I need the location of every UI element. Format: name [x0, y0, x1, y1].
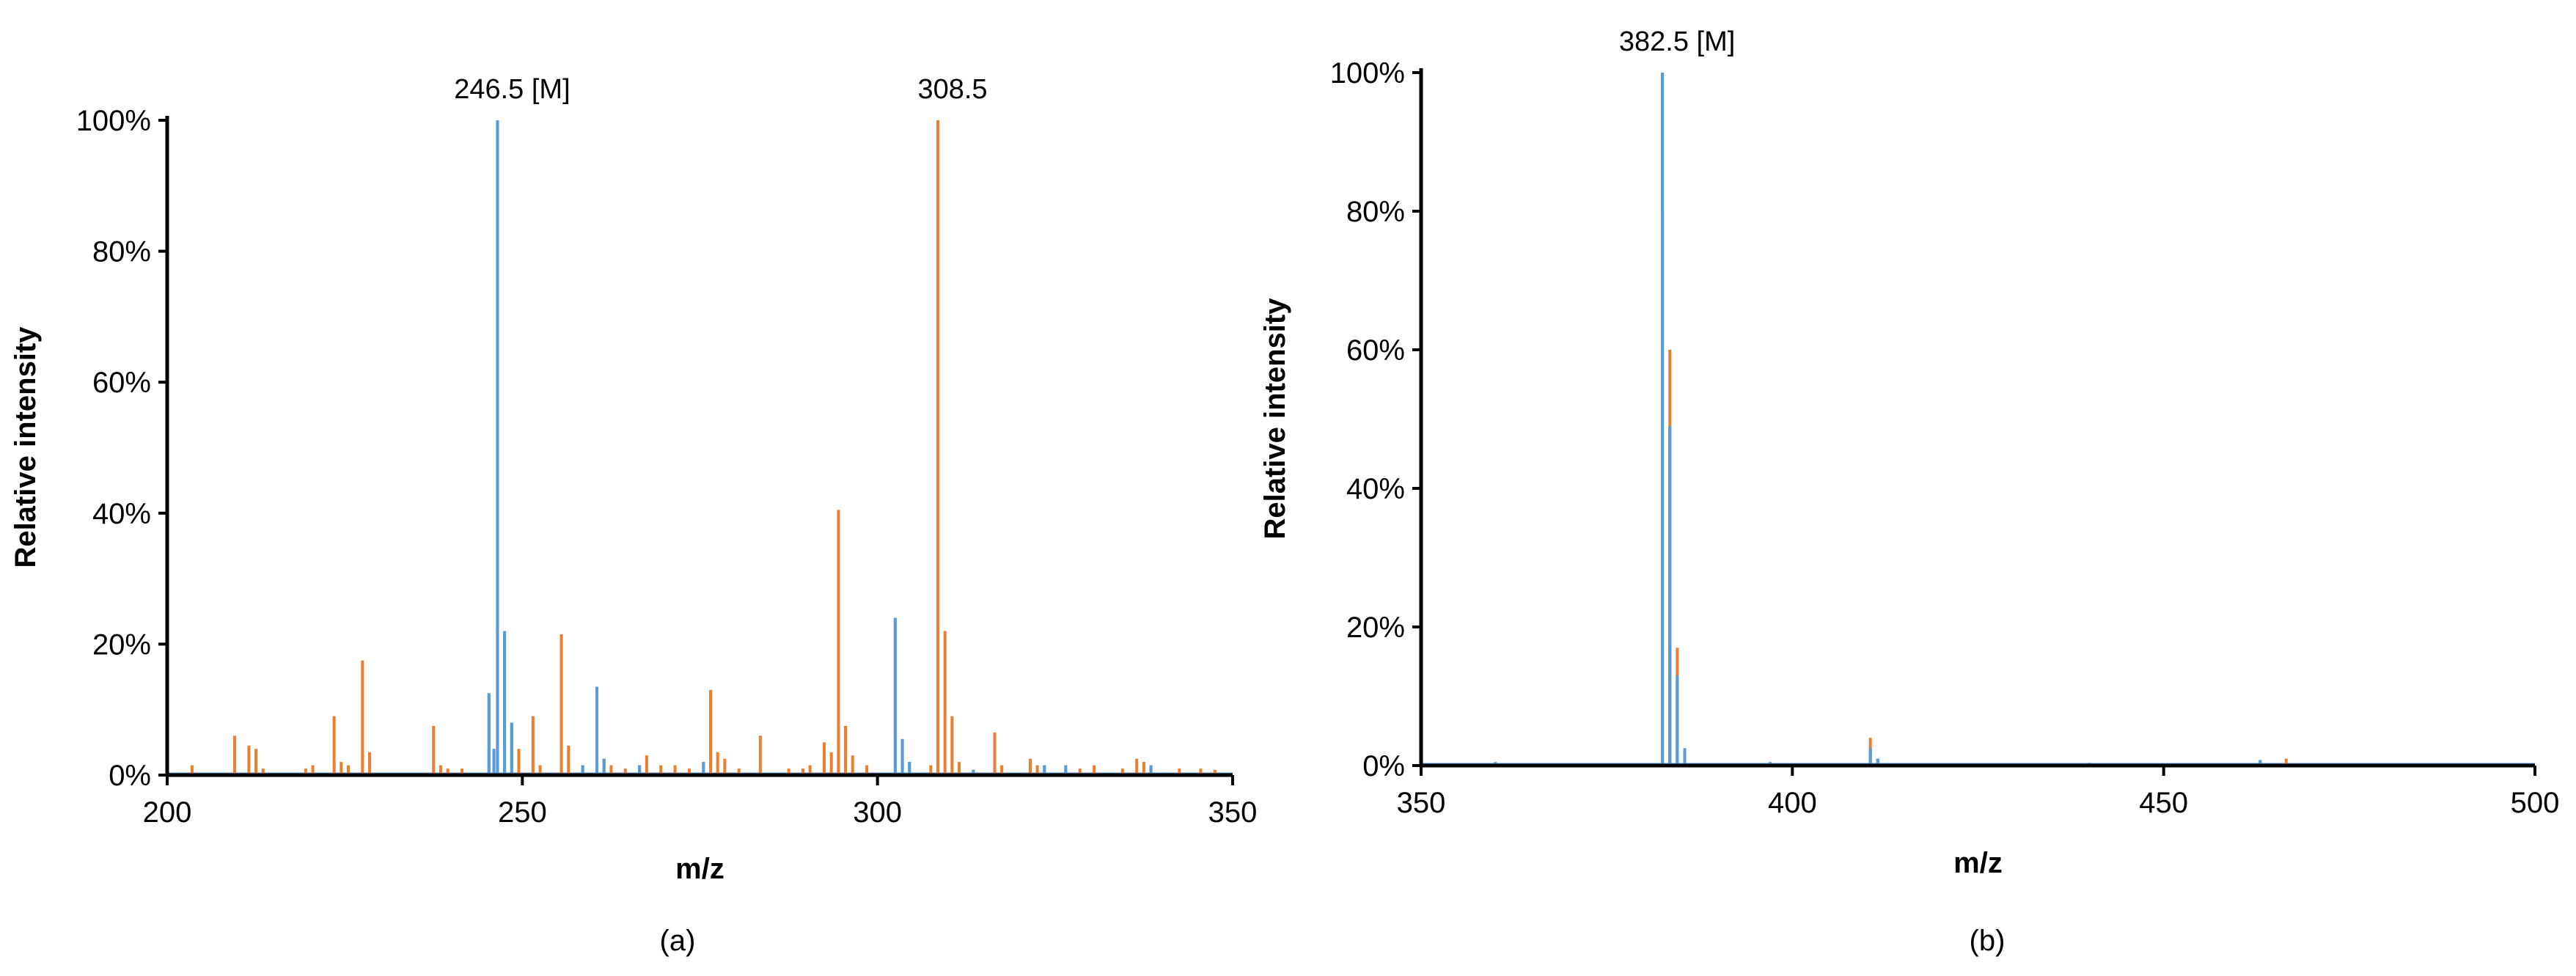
y-tick-label: 100%	[76, 105, 151, 137]
x-axis-title: m/z	[675, 853, 724, 885]
panel-label: (a)	[660, 925, 696, 957]
x-tick-label: 450	[2139, 787, 2188, 819]
x-tick-label: 350	[1397, 787, 1446, 819]
y-tick-label: 80%	[1346, 196, 1405, 228]
x-tick-label: 300	[853, 796, 902, 829]
y-tick-label: 20%	[92, 628, 151, 661]
y-tick-label: 0%	[1362, 750, 1405, 782]
peak-annotation: 308.5	[917, 74, 987, 105]
y-tick-label: 40%	[1346, 473, 1405, 505]
chart-panel-a: 0% 20% 40% 60% 80% 100% 200 250 300 350 m/z Relativ…	[10, 74, 1257, 957]
y-tick-label: 80%	[92, 236, 151, 268]
y-tick-label: 0%	[109, 760, 151, 792]
y-tick-label: 60%	[92, 367, 151, 399]
y-axis-title: Relative intensity	[10, 326, 42, 568]
x-tick-label: 200	[143, 796, 192, 829]
panel-label: (b)	[1970, 925, 2006, 957]
chart-panel-b: 0% 20% 40% 60% 80% 100% 350 400 450 500 m/z Relativ…	[1259, 26, 2559, 957]
y-axis-title: Relative intensity	[1259, 298, 1291, 540]
y-tick-label: 100%	[1330, 57, 1405, 89]
x-tick-label: 350	[1208, 796, 1258, 829]
y-tick-label: 40%	[92, 498, 151, 530]
x-tick-label: 250	[498, 796, 547, 829]
x-axis-title: m/z	[1953, 847, 2003, 879]
peak-annotation: 246.5 [M]	[454, 74, 570, 105]
y-tick-label: 20%	[1346, 612, 1405, 644]
peak-annotation: 382.5 [M]	[1619, 26, 1735, 57]
x-tick-label: 400	[1768, 787, 1817, 819]
y-tick-label: 60%	[1346, 334, 1405, 367]
x-tick-label: 500	[2511, 787, 2560, 819]
